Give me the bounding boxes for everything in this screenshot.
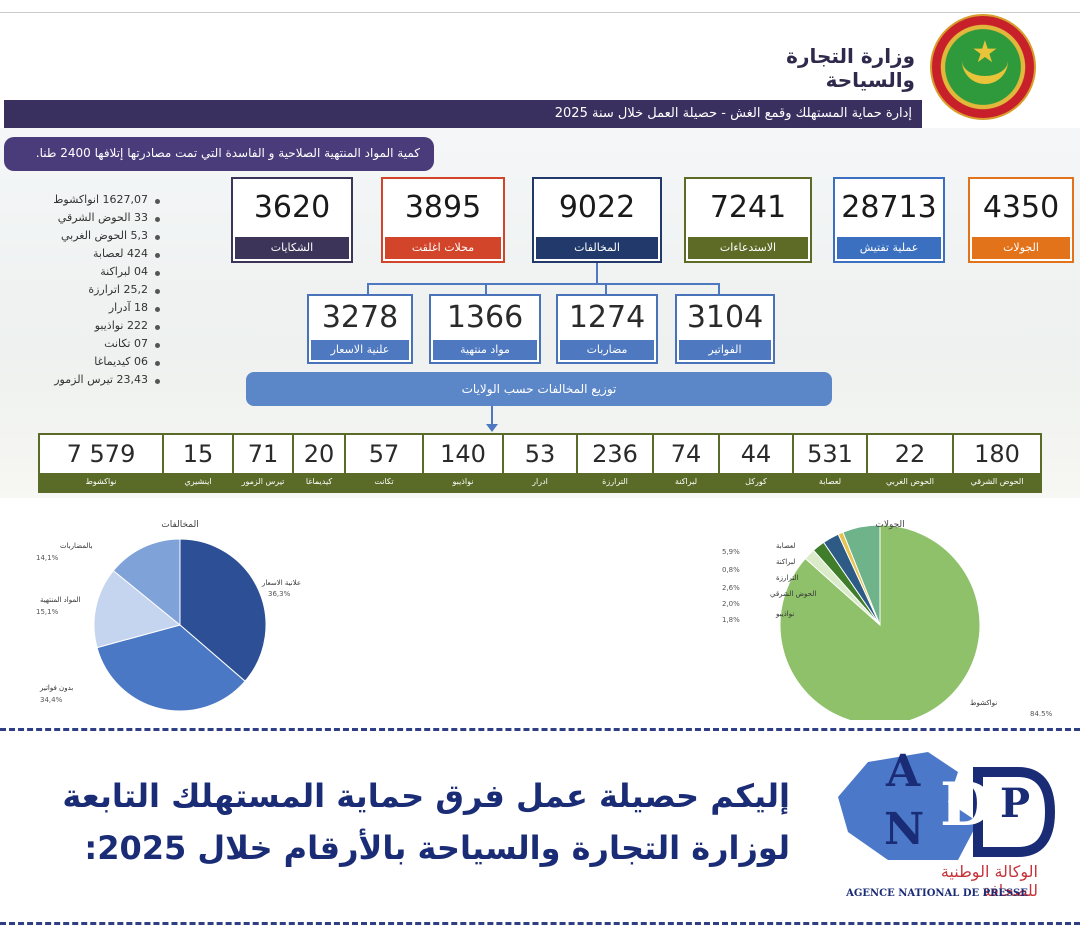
list-item: 18 آدرار	[40, 301, 160, 319]
logo-french-name: AGENCE NATIONAL DE PRESSE	[846, 888, 1028, 899]
slice-percent: 2,0%	[722, 600, 740, 608]
stat-inspections: 28713 عملية تفتيش	[833, 177, 945, 263]
slice-label: المواد المنتهية	[40, 596, 81, 604]
tours-pie-svg: نواكشوط 84.5% نواذيبو 1,8% الحوض الشرقي 2,0% ا…	[722, 524, 1053, 726]
distribution-title: توزيع المخالفات حسب الولايات	[246, 372, 832, 406]
sub-stat-invoices: 3104 الفواتير	[675, 294, 775, 364]
slice-label: لبراكنة	[776, 558, 795, 566]
arrow-down-icon	[491, 406, 493, 428]
slice-label: علانية الاسعار	[261, 579, 301, 587]
list-item: 1627,07 انواكشوط	[40, 193, 160, 211]
caption: إليكم حصيلة عمل فرق حماية المستهلك التاب…	[20, 770, 790, 874]
connector	[596, 263, 598, 283]
wilaya-cell: 236 الترارزة	[576, 435, 652, 491]
list-item: 04 لبراكنة	[40, 265, 160, 283]
list-item: 06 كيديماغا	[40, 355, 160, 373]
slice-percent: 15,1%	[36, 608, 59, 616]
anp-logo: A N D P الوكالة الوطنية للصحافة AGENCE N…	[828, 742, 1058, 910]
sub-stat-speculation: 1274 مضاربات	[556, 294, 658, 364]
wilaya-cell: 20 كيديماغا	[292, 435, 344, 491]
tours-pie-chart: الجولات نواكشوط 84.5% نواذيبو 1,8% الحوض الش…	[700, 510, 1080, 726]
slice-percent: 1,8%	[722, 616, 740, 624]
sub-stat-price-display: 3278 علنية الاسعار	[307, 294, 413, 364]
wilaya-cell: 74 لبراكنة	[652, 435, 718, 491]
stat-violations: 9022 المخالفات	[532, 177, 662, 263]
wilaya-cell: 57 تكانت	[344, 435, 422, 491]
wilaya-cell: 53 ادرار	[502, 435, 576, 491]
confiscation-note: كمية المواد المنتهية الصلاحية و الفاسدة …	[4, 137, 434, 171]
confiscation-by-region-list: 1627,07 انواكشوط 33 الحوض الشرقي 5,3 الح…	[40, 193, 160, 391]
list-item: 25,2 اترارزة	[40, 283, 160, 301]
caption-line-2: لوزارة التجارة والسياحة بالأرقام خلال 20…	[84, 829, 790, 867]
pie-slice	[96, 624, 246, 712]
list-item: 424 لعصابة	[40, 247, 160, 265]
logo-letter-d: D	[940, 770, 993, 840]
wilaya-cell: 71 تيرس الزمور	[232, 435, 292, 491]
wilaya-cell: 15 اينشيري	[162, 435, 232, 491]
stat-closed-shops: 3895 محلات اغلقت	[381, 177, 505, 263]
chart-title: الجولات	[875, 520, 905, 530]
pie-slice	[93, 569, 182, 649]
pie-slice	[112, 538, 181, 627]
connector	[485, 283, 487, 295]
arrow-head-icon	[486, 424, 498, 432]
slice-percent: 0,8%	[722, 566, 740, 574]
mauritania-seal-icon: ★	[930, 14, 1036, 120]
caption-line-1: إليكم حصيلة عمل فرق حماية المستهلك التاب…	[62, 777, 790, 815]
slice-label: نواكشوط	[970, 699, 997, 707]
stat-summons: 7241 الاستدعاءات	[684, 177, 812, 263]
list-item: 5,3 الحوض الغربي	[40, 229, 160, 247]
slice-label: بدون فواتير	[39, 684, 73, 692]
logo-letter-a: A	[886, 746, 921, 797]
wilaya-cell: 531 لعصابة	[792, 435, 866, 491]
header-band: إدارة حماية المستهلك وقمع الغش - حصيلة ا…	[4, 100, 922, 128]
slice-label: لعصابة	[776, 542, 795, 550]
slice-label: نواذيبو	[775, 610, 794, 618]
logo-arabic-name: الوكالة الوطنية للصحافة	[940, 862, 1038, 900]
slice-label: الحوض الشرقي	[770, 590, 816, 598]
slice-label: الترارزة	[776, 574, 798, 582]
chart-title: المخالفات	[161, 520, 199, 530]
violations-pie-chart: المخالفات علانية الاسعار 36,3% بدون فواتير…	[0, 510, 330, 720]
list-item: 33 الحوض الشرقي	[40, 211, 160, 229]
dashed-divider	[0, 922, 1080, 925]
ministry-title: وزارة التجارة والسياحة	[786, 44, 915, 92]
logo-letter-p: P	[1000, 780, 1031, 827]
slice-percent: 2,6%	[722, 584, 740, 592]
wilaya-cell: 140 نواذيبو	[422, 435, 502, 491]
pie-slice	[842, 524, 881, 626]
list-item: 222 نواذيبو	[40, 319, 160, 337]
dashed-divider	[0, 728, 1080, 731]
wilaya-cell: 22 الحوض الغربي	[866, 435, 952, 491]
connector	[718, 283, 720, 295]
connector	[367, 283, 719, 285]
sub-stat-expired: 1366 مواد منتهية	[429, 294, 541, 364]
slice-percent: 14,1%	[36, 554, 59, 562]
pie-slice	[179, 538, 267, 682]
list-item: 23,43 تيرس الزمور	[40, 373, 160, 391]
slice-percent: 34,4%	[40, 696, 63, 704]
logo-letter-n: N	[884, 804, 925, 855]
wilaya-violations-row: 180 الحوض الشرقي 22 الحوض الغربي 531 لعصابة…	[38, 433, 1042, 493]
slice-percent: 84.5%	[1030, 710, 1053, 718]
slice-label: بالمضاربات	[60, 542, 93, 550]
connector	[367, 283, 369, 295]
connector	[605, 283, 607, 295]
wilaya-cell: 44 كوركل	[718, 435, 792, 491]
stat-complaints: 3620 الشكايات	[231, 177, 353, 263]
wilaya-cell: 180 الحوض الشرقي	[952, 435, 1040, 491]
slice-percent: 36,3%	[268, 590, 291, 598]
slice-percent: 5,9%	[722, 548, 740, 556]
violations-pie-svg: علانية الاسعار 36,3% بدون فواتير 34,4% الموا…	[36, 538, 301, 712]
top-divider	[0, 12, 1080, 13]
wilaya-cell: 7 579 نواكشوط	[40, 435, 162, 491]
stat-tours: 4350 الجولات	[968, 177, 1074, 263]
list-item: 07 تكانت	[40, 337, 160, 355]
mauritania-map-icon	[838, 752, 1056, 860]
